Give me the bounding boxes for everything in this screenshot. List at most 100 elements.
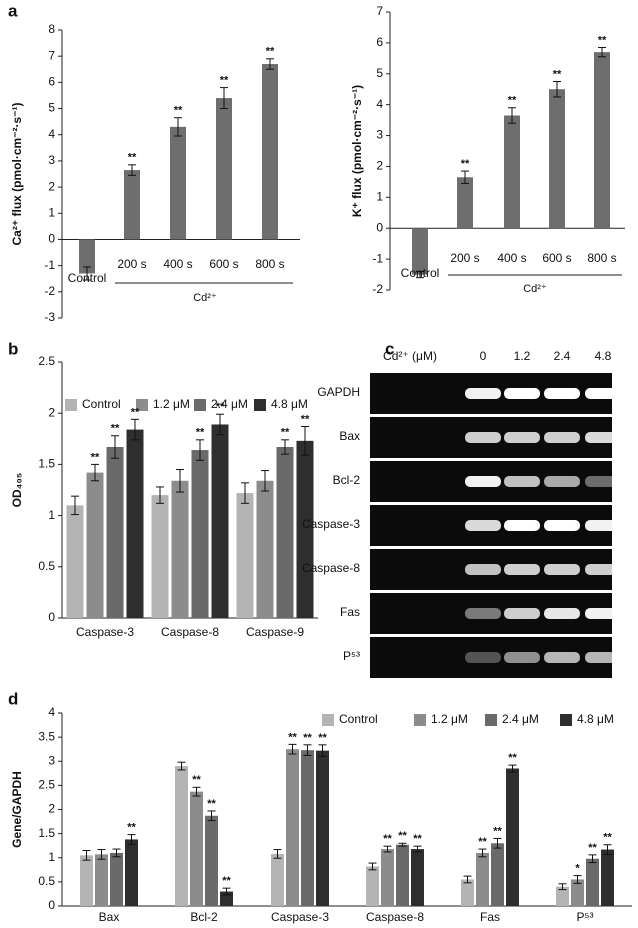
bar — [170, 126, 186, 240]
bar — [86, 472, 104, 618]
error-bar — [111, 435, 119, 459]
error-bar — [222, 887, 231, 896]
legend-label: 1.2 μM — [153, 397, 190, 411]
legend-swatch — [485, 714, 497, 726]
x-tick-label: P⁵³ — [577, 910, 594, 924]
panel-label: c — [385, 339, 394, 358]
panel-label: b — [8, 339, 18, 358]
gel-row-label: P⁵³ — [343, 649, 360, 663]
gel-row-label: Fas — [340, 605, 360, 619]
error-bar — [553, 81, 561, 98]
bar — [366, 866, 379, 906]
legend-swatch — [322, 714, 334, 726]
gel-band — [465, 608, 501, 619]
bar — [457, 177, 473, 229]
y-tick-label: 0.5 — [38, 874, 55, 888]
bar — [296, 440, 314, 618]
significance: ** — [383, 833, 392, 845]
error-bar — [461, 170, 469, 184]
bar — [491, 843, 504, 906]
gel-band — [585, 388, 621, 399]
error-bar — [97, 849, 106, 860]
y-tick-label: 1 — [48, 850, 55, 864]
bar — [175, 766, 188, 906]
bar — [151, 495, 169, 618]
bar — [216, 98, 232, 240]
gel-band — [544, 564, 580, 575]
gel-row-label: Caspase-8 — [302, 561, 360, 575]
error-bar — [207, 810, 216, 822]
bar — [106, 446, 124, 618]
error-bar — [493, 837, 502, 849]
bar — [191, 450, 209, 618]
bar — [586, 858, 599, 906]
gel-row-label: Caspase-3 — [302, 517, 360, 531]
error-bar — [196, 439, 204, 461]
error-bar — [598, 47, 606, 58]
significance: ** — [398, 830, 407, 842]
gel-band — [504, 388, 540, 399]
error-bar — [463, 875, 472, 884]
error-bar — [127, 834, 136, 845]
y-axis-label: OD₄₀₅ — [10, 473, 24, 508]
panel-label: d — [8, 689, 18, 708]
y-tick-label: 3.5 — [38, 729, 55, 743]
y-axis-label: Ca²⁺ flux (pmol·cm⁻²·s⁻¹) — [10, 102, 24, 245]
y-tick-label: 5 — [48, 101, 55, 115]
x-tick-label: Bax — [99, 910, 120, 924]
y-tick-label: 0 — [48, 610, 55, 624]
bar — [601, 849, 614, 906]
error-bar — [301, 426, 309, 456]
legend-label: Control — [339, 712, 378, 726]
x-tick-label: Control — [401, 266, 440, 280]
x-tick-label: Caspase-9 — [246, 625, 304, 639]
gel-band — [504, 432, 540, 443]
significance: ** — [553, 68, 562, 80]
x-tick-label: Caspase-8 — [161, 625, 219, 639]
group-label: Cd²⁺ — [193, 292, 217, 304]
y-tick-label: 6 — [48, 75, 55, 89]
bar — [205, 815, 218, 906]
bar — [125, 839, 138, 906]
y-tick-label: 6 — [376, 35, 383, 49]
error-bar — [508, 107, 516, 124]
significance: ** — [220, 75, 229, 87]
gel-band — [544, 608, 580, 619]
y-axis-label: K⁺ flux (pmol·cm⁻²·s⁻¹) — [350, 85, 364, 217]
y-tick-label: -2 — [44, 284, 55, 298]
bar — [549, 89, 565, 229]
y-tick-label: 4 — [48, 705, 55, 719]
error-bar — [416, 270, 424, 279]
y-tick-label: 1 — [48, 508, 55, 522]
y-tick-label: 2 — [48, 179, 55, 193]
legend-swatch — [560, 714, 572, 726]
y-tick-label: 7 — [48, 48, 55, 62]
gel-band — [585, 608, 621, 619]
error-bar — [91, 463, 99, 482]
error-bar — [112, 848, 121, 858]
gel-band — [544, 520, 580, 531]
lane-label: 1.2 — [514, 349, 531, 363]
legend-swatch — [194, 399, 206, 411]
gel-band — [465, 388, 501, 399]
error-bar — [383, 845, 392, 853]
y-tick-label: 0 — [48, 232, 55, 246]
error-bar — [318, 744, 327, 757]
significance: ** — [461, 158, 470, 170]
y-tick-label: 3 — [48, 753, 55, 767]
gel-row-label: GAPDH — [317, 385, 360, 399]
x-tick-label: 200 s — [450, 251, 479, 265]
gel-row-label: Bax — [339, 429, 360, 443]
error-bar — [368, 862, 377, 871]
x-tick-label: 800 s — [587, 251, 616, 265]
significance: ** — [603, 832, 612, 844]
gel-row-label: Bcl-2 — [333, 473, 361, 487]
error-bar — [156, 486, 164, 504]
bar — [256, 480, 274, 618]
error-bar — [288, 743, 297, 755]
gel-band — [504, 476, 540, 487]
gel-band — [585, 520, 621, 531]
significance: ** — [318, 732, 327, 744]
bar — [271, 853, 284, 906]
significance: ** — [301, 413, 310, 425]
